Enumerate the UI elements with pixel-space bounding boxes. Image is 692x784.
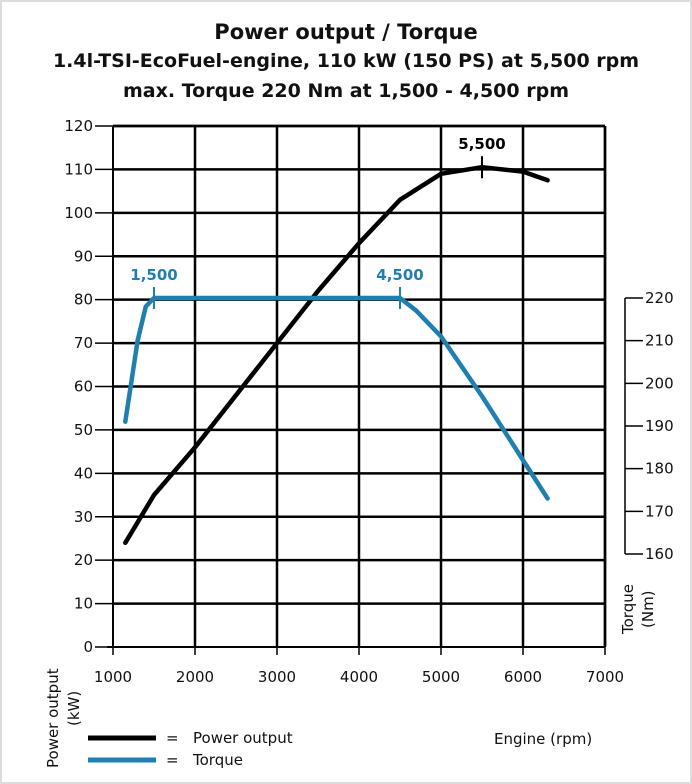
x-tick-label: 1000 bbox=[94, 668, 132, 686]
x-tick-label: 4000 bbox=[340, 668, 378, 686]
y-left-tick-label: 30 bbox=[74, 508, 93, 526]
axes: 1000 2000 3000 4000 5000 6000 7000 0 10 20 30 40 50 6… bbox=[64, 117, 673, 686]
y-left-axis-title-line2: (kW) bbox=[65, 691, 83, 726]
legend-label-power: Power output bbox=[193, 729, 293, 747]
y-right-tick-label: 200 bbox=[645, 374, 674, 392]
y-left-tick-label: 110 bbox=[64, 160, 93, 178]
chart-subtitle-1: 1.4l-TSI-EcoFuel-engine, 110 kW (150 PS)… bbox=[52, 50, 640, 72]
y-left-tick-label: 20 bbox=[74, 551, 93, 569]
y-left-axis-title-line1: Power output bbox=[44, 668, 62, 768]
y-right-tick-label: 220 bbox=[645, 289, 674, 307]
x-tick-label: 3000 bbox=[258, 668, 296, 686]
annotations-layer: 5,500 1,500 4,500 bbox=[130, 135, 506, 309]
legend-eq-torque: = bbox=[166, 751, 179, 769]
x-tick-label: 7000 bbox=[586, 668, 624, 686]
y-left-tick-label: 0 bbox=[83, 638, 93, 656]
y-left-tick-label: 100 bbox=[64, 204, 93, 222]
annotation-label: 1,500 bbox=[130, 266, 177, 284]
y-left-tick-label: 70 bbox=[74, 334, 93, 352]
x-tick-label: 2000 bbox=[176, 668, 214, 686]
grid bbox=[113, 124, 607, 647]
y-left-tick-label: 80 bbox=[74, 291, 93, 309]
y-right-tick-label: 210 bbox=[645, 332, 674, 350]
y-right-tick-label: 190 bbox=[645, 417, 674, 435]
y-left-tick-label: 60 bbox=[74, 378, 93, 396]
series-line-power-output bbox=[123, 164, 550, 546]
y-left-tick-label: 90 bbox=[74, 247, 93, 265]
y-left-tick-label: 50 bbox=[74, 421, 93, 439]
legend: = Power output = Torque bbox=[88, 729, 293, 769]
y-left-tick-label: 40 bbox=[74, 464, 93, 482]
y-right-axis-title-line1: Torque bbox=[619, 584, 637, 635]
series-line-torque bbox=[123, 295, 550, 501]
annotation-label: 5,500 bbox=[458, 135, 505, 153]
y-left-tick-label: 10 bbox=[74, 595, 93, 613]
y-right-tick-label: 170 bbox=[645, 502, 674, 520]
y-left-tick-label: 120 bbox=[64, 117, 93, 135]
annotation-label: 4,500 bbox=[376, 266, 423, 284]
legend-label-torque: Torque bbox=[192, 751, 243, 769]
chart-title: Power output / Torque bbox=[214, 20, 478, 44]
x-tick-label: 6000 bbox=[504, 668, 542, 686]
chart-subtitle-2: max. Torque 220 Nm at 1,500 - 4,500 rpm bbox=[123, 80, 569, 102]
y-right-axis-title-line2: (Nm) bbox=[639, 590, 657, 628]
series-layer bbox=[123, 164, 550, 546]
x-axis-title: Engine (rpm) bbox=[494, 730, 592, 748]
y-right-tick-label: 180 bbox=[645, 460, 674, 478]
legend-eq-power: = bbox=[166, 729, 179, 747]
y-right-tick-label: 160 bbox=[645, 545, 674, 563]
x-tick-label: 5000 bbox=[422, 668, 460, 686]
